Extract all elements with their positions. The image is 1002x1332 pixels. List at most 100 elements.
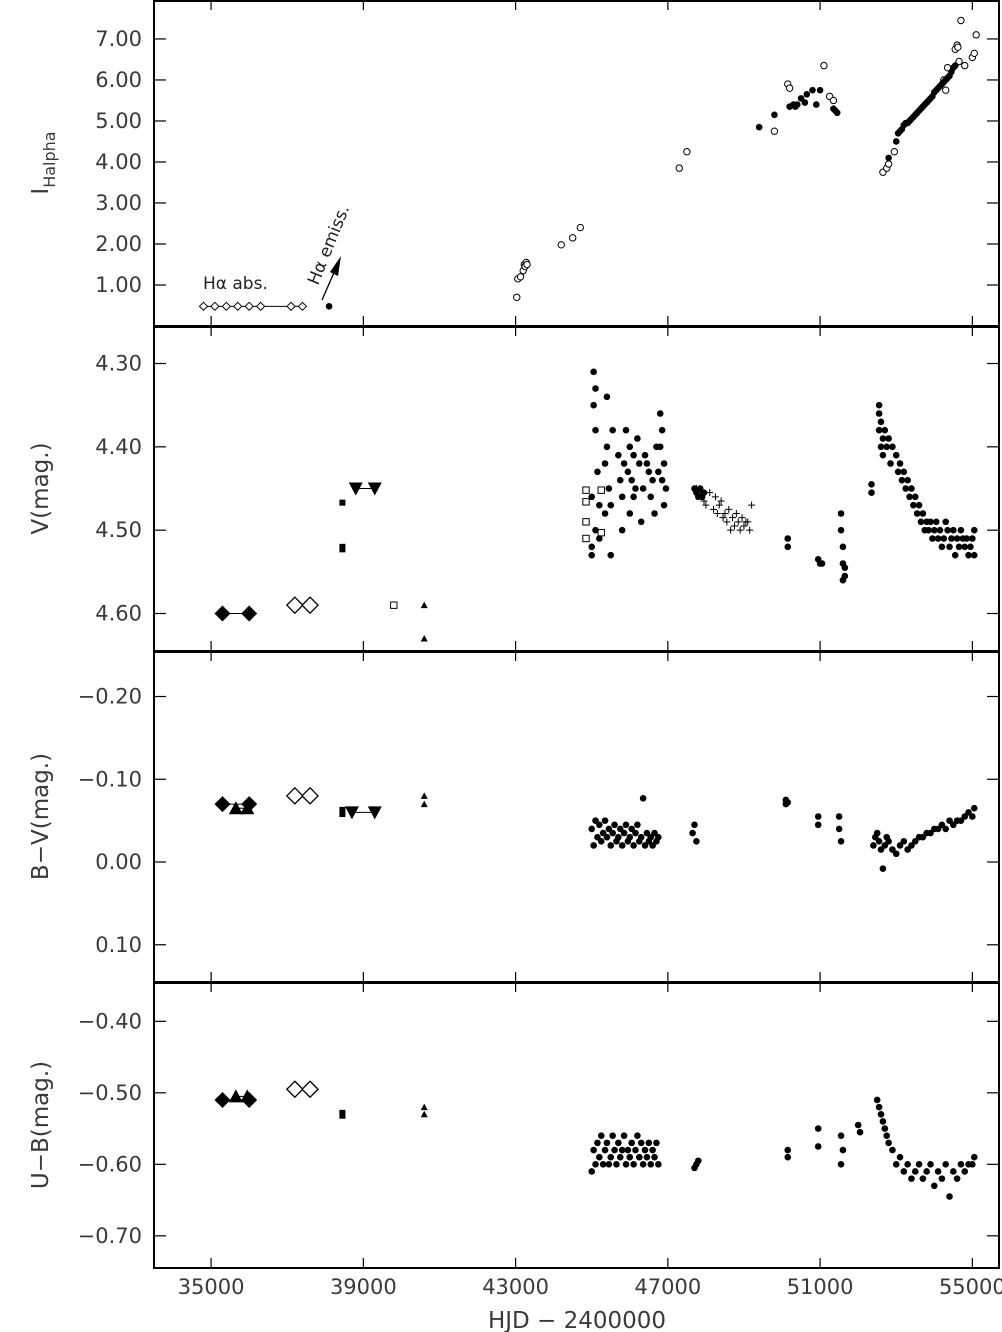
data-point [784, 1146, 792, 1154]
data-point [601, 1146, 609, 1154]
data-point [744, 518, 752, 526]
data-point [837, 1161, 845, 1168]
data-point [784, 543, 792, 551]
data-point [885, 435, 892, 442]
data-point [594, 1139, 601, 1147]
data-point [930, 1182, 938, 1190]
data-point [597, 838, 605, 845]
data-point [721, 510, 729, 517]
data-point [597, 528, 605, 537]
data-point [233, 301, 243, 312]
data-point [655, 468, 662, 476]
data-point [620, 829, 628, 837]
panel-4: −0.70 −0.60 −0.50 −0.40 U−B(mag.) [28, 982, 1000, 1269]
data-point [700, 489, 708, 496]
data-point [936, 526, 944, 534]
data-point [662, 485, 670, 492]
data-point [868, 489, 875, 496]
data-point [596, 501, 603, 509]
y-axis-label: V(mag.) [28, 442, 54, 534]
data-point [675, 164, 683, 172]
y-tick-label: −0.70 [78, 1224, 142, 1248]
data-point [603, 1139, 611, 1147]
data-point [812, 101, 820, 108]
data-point [877, 1110, 885, 1118]
data-point [622, 821, 630, 829]
data-point [969, 813, 976, 820]
data-point [883, 443, 891, 451]
data-point [301, 786, 319, 805]
y-tick-label: −0.60 [78, 1152, 142, 1176]
data-point [829, 96, 838, 105]
data-point [632, 1146, 639, 1154]
data-point [596, 821, 603, 829]
data-point [645, 1139, 653, 1147]
series-big-open-diamond [285, 596, 319, 615]
y-tick-label: −0.40 [78, 1009, 142, 1033]
data-point [632, 829, 639, 837]
data-point [881, 426, 889, 434]
data-point [568, 234, 577, 242]
series-filled-circle [588, 794, 978, 872]
data-point [906, 493, 913, 501]
data-point [601, 510, 609, 517]
data-point [890, 148, 899, 156]
data-point [632, 485, 639, 492]
data-point [955, 543, 963, 551]
series-open-circle [513, 16, 980, 301]
data-point [970, 526, 978, 534]
data-point [367, 806, 382, 820]
data-point [639, 1161, 647, 1168]
data-point [884, 160, 893, 168]
data-point [582, 498, 590, 506]
data-point [910, 501, 917, 509]
y-tick-label: 4.40 [95, 435, 142, 459]
data-point [839, 543, 847, 551]
series-open-square [390, 486, 605, 609]
data-point [605, 485, 613, 492]
data-point [649, 476, 656, 484]
data-point [641, 451, 649, 459]
data-point [609, 829, 616, 837]
data-point [793, 101, 801, 108]
data-point [590, 368, 597, 376]
y-tick-label: 3.00 [95, 191, 142, 215]
data-point [896, 460, 904, 467]
data-point [868, 481, 875, 488]
data-point [816, 86, 824, 94]
data-point [879, 451, 887, 459]
data-point [944, 526, 951, 534]
data-point [837, 510, 845, 517]
data-point [837, 526, 845, 534]
series-big-filled-diamond [214, 796, 258, 813]
data-point [588, 1168, 596, 1175]
data-point [818, 560, 826, 567]
data-point [885, 838, 892, 845]
data-point [833, 109, 841, 117]
data-point [582, 518, 590, 526]
data-point [630, 842, 637, 849]
series-big-open-diamond [285, 1080, 319, 1099]
data-point [647, 493, 655, 501]
data-point [689, 829, 696, 837]
data-point [214, 796, 231, 813]
data-point [917, 518, 925, 526]
data-point [953, 535, 961, 542]
data-point [630, 1161, 637, 1168]
series-plus [692, 485, 756, 534]
data-point [915, 1161, 923, 1168]
data-point [814, 1143, 822, 1150]
data-point [925, 526, 932, 534]
data-point [740, 522, 748, 530]
data-point [875, 426, 883, 434]
data-point [875, 401, 883, 409]
data-point [919, 510, 927, 517]
data-point [696, 485, 704, 492]
data-point [607, 842, 615, 849]
series-big-filled-diamond [214, 605, 258, 622]
data-point [210, 301, 220, 312]
data-point [590, 842, 597, 849]
data-point [513, 293, 521, 301]
